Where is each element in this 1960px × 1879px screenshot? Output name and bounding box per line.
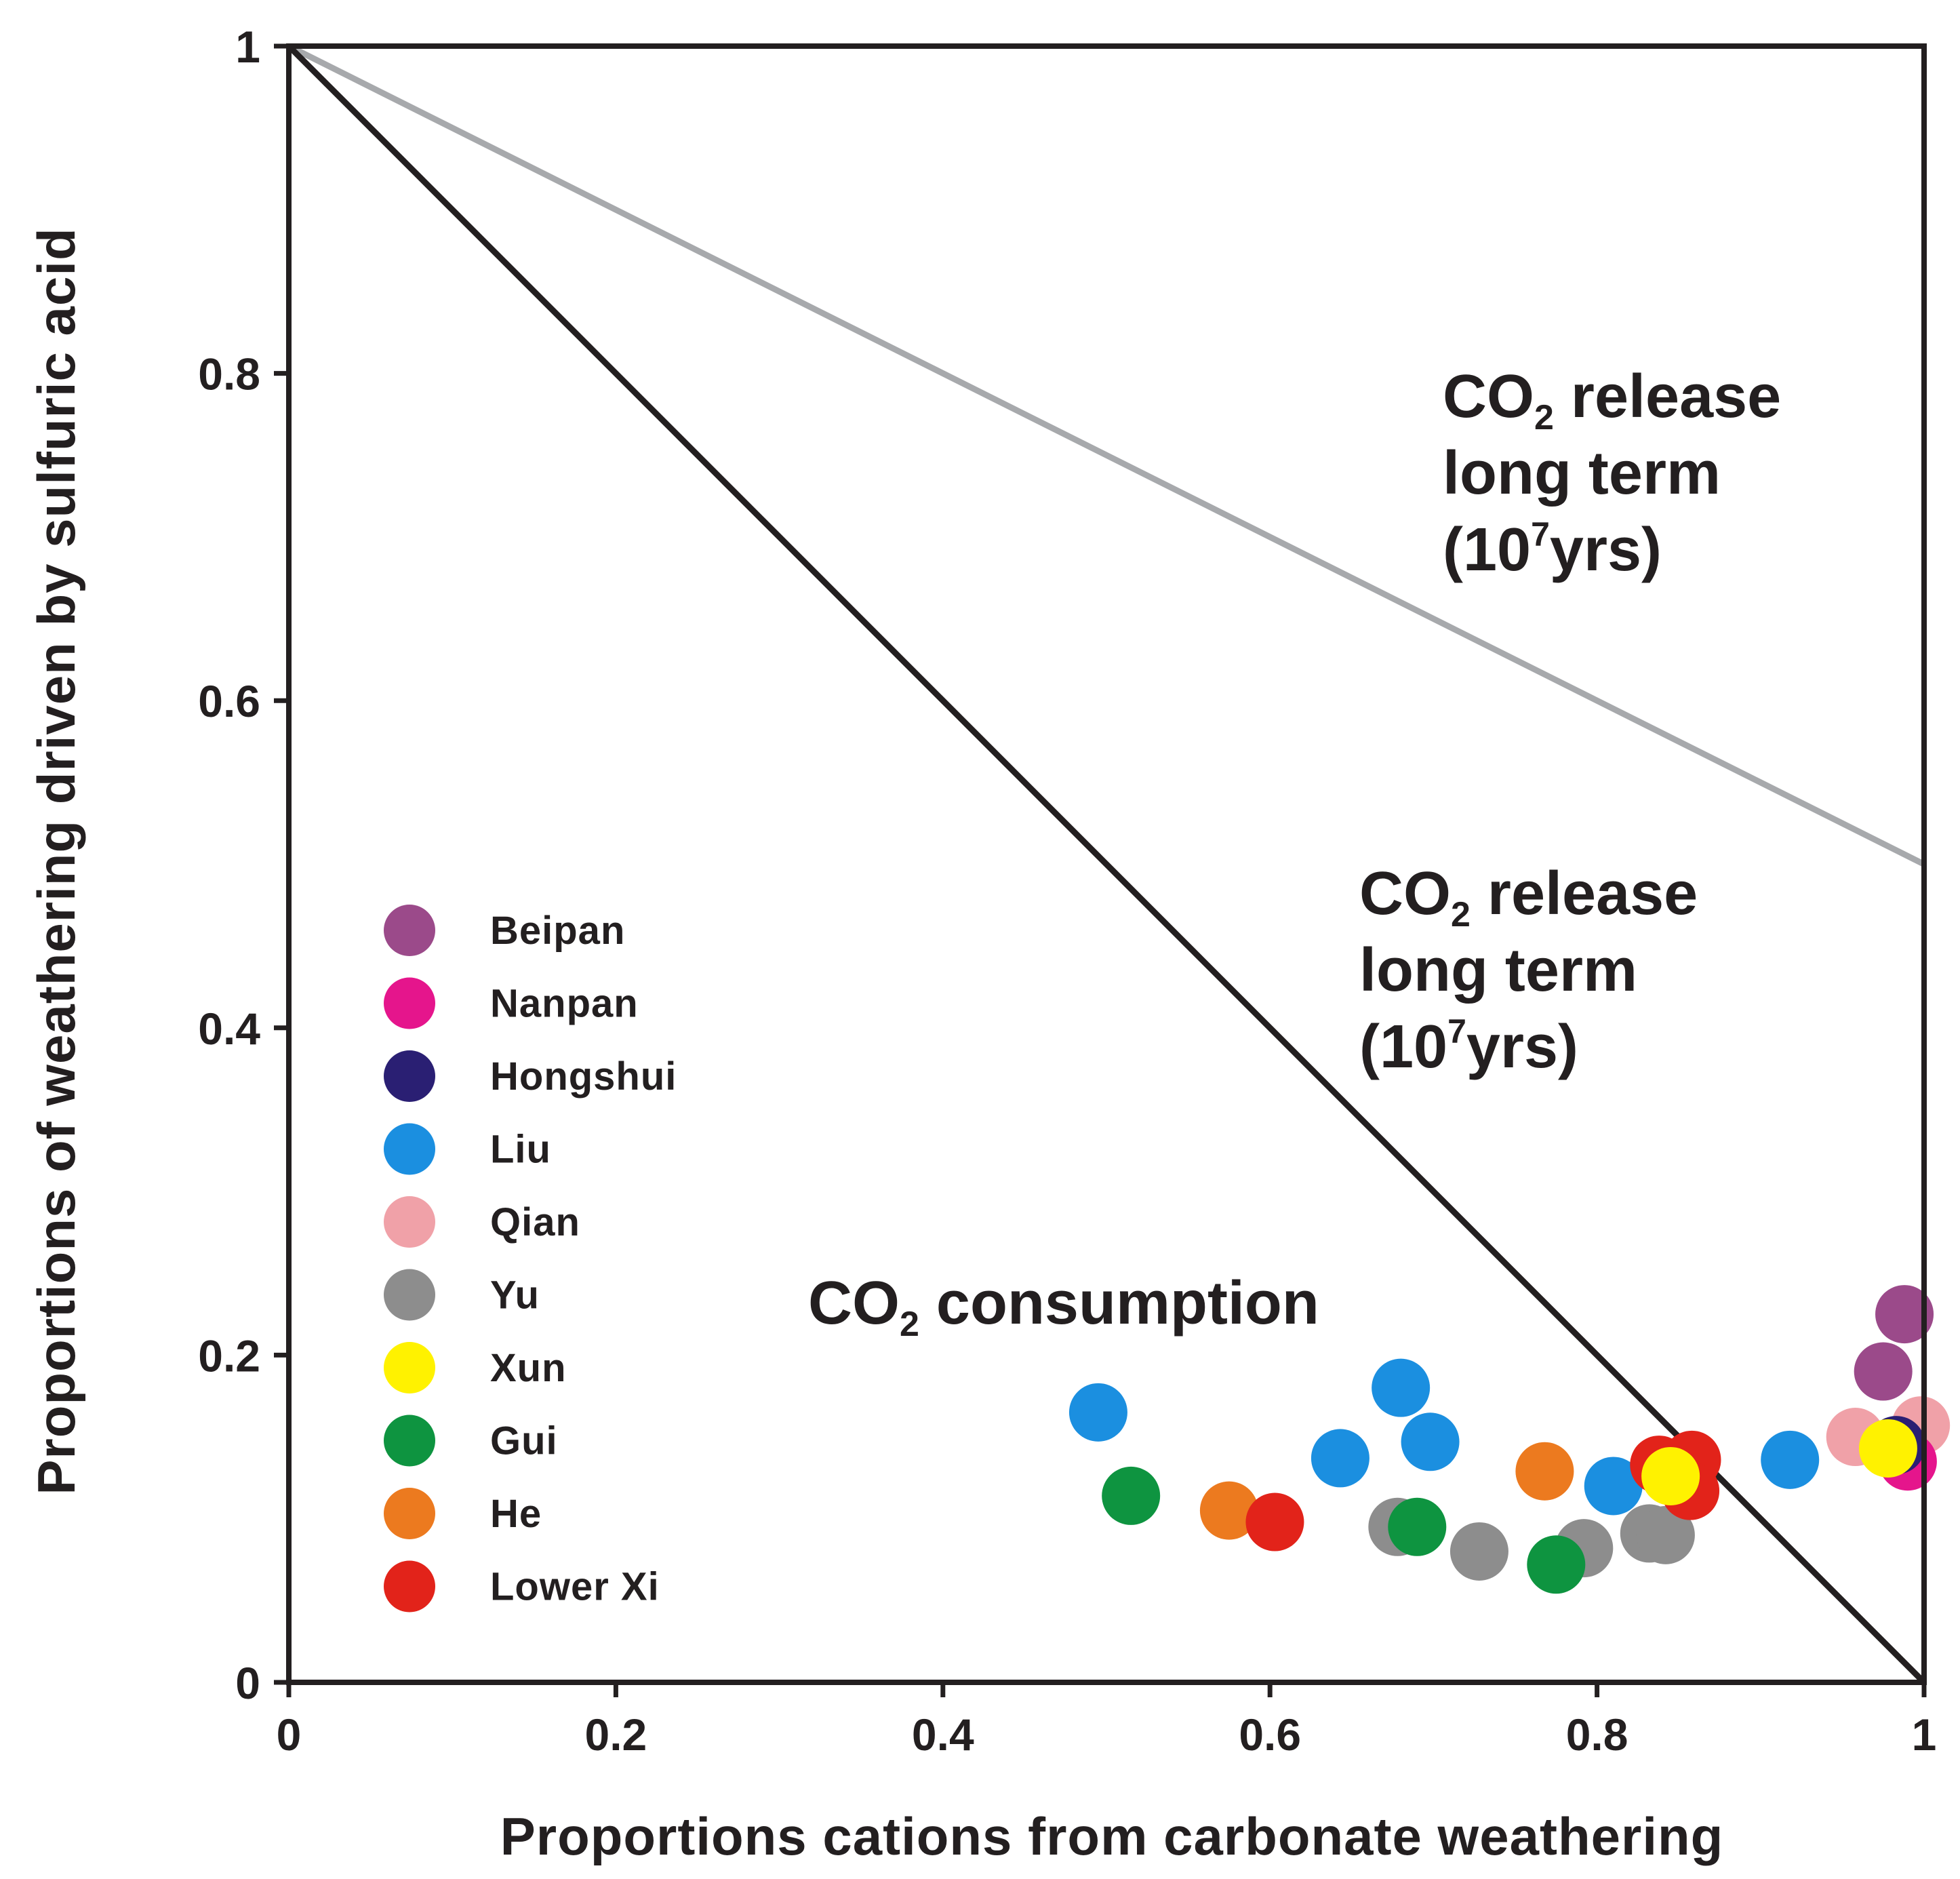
legend-label: Beipan [490,909,625,953]
legend-swatch [384,1196,435,1248]
legend-swatch [384,977,435,1029]
annotation-line: long term [1359,936,1637,1004]
legend-swatch [384,1415,435,1467]
point-liu [1761,1430,1820,1489]
annotation-line: (107yrs) [1443,515,1662,584]
y-tick-label: 0 [235,1658,260,1708]
point-yu [1449,1522,1508,1581]
point-yu [1636,1505,1695,1564]
x-tick-label: 0.8 [1566,1709,1628,1760]
legend-swatch [384,1342,435,1393]
point-liu [1584,1457,1643,1516]
point-xun [1641,1446,1700,1505]
point-he [1199,1481,1258,1540]
gray-line [287,43,1926,867]
point-lower-xi [1245,1492,1304,1551]
point-gui [1388,1497,1447,1556]
legend-label: Yu [490,1273,540,1318]
x-tick-label: 0.2 [585,1709,647,1760]
point-beipan [1875,1285,1934,1344]
data-points [1068,1285,1951,1594]
reference-lines [286,43,1927,1685]
y-tick-label: 0.8 [198,349,260,399]
point-liu [1068,1383,1127,1442]
point-liu [1401,1412,1460,1471]
annotation-line: CO2 release [1443,363,1781,437]
y-axis-title: Proportions of weathering driven by sulf… [26,227,86,1495]
y-tick-label: 0.4 [198,1004,260,1054]
y-tick-label: 0.6 [198,676,260,726]
point-xun [1858,1419,1917,1478]
point-liu [1372,1358,1431,1417]
point-he [1515,1442,1574,1501]
annotation-line: long term [1443,439,1721,507]
legend-label: Lower Xi [490,1565,660,1609]
legend-swatch [384,905,435,956]
legend-label: Hongshui [490,1054,677,1099]
point-gui [1102,1466,1161,1525]
legend-label: He [490,1492,542,1536]
legend-label: Qian [490,1200,580,1244]
point-liu [1311,1429,1369,1488]
legend-label: Gui [490,1419,558,1463]
x-tick-label: 0.4 [912,1709,974,1760]
annotation-lower: CO2 consumption [808,1269,1319,1344]
legend-label: Liu [490,1128,551,1172]
annotation-line: CO2 release [1359,860,1698,934]
axis-ticks: 00 0.2 0.2 0.4 0.4 0.6 0.6 0.8 0.8 1 1 [198,22,1936,1760]
x-axis-title: Proportions cations from carbonate weath… [500,1806,1724,1866]
legend-swatch [384,1050,435,1102]
point-beipan [1854,1342,1913,1401]
annotation-line: (107yrs) [1359,1012,1578,1081]
plot-frame [286,43,1927,1685]
x-tick-label: 1 [1912,1709,1937,1760]
legend-swatch [384,1488,435,1539]
x-tick-label: 0.6 [1239,1709,1301,1760]
point-gui [1527,1535,1586,1594]
y-tick-label: 1 [235,22,260,72]
y-tick-label: 0.2 [198,1330,260,1381]
legend-label: Xun [490,1346,567,1390]
legend: Beipan Nanpan Hongshui Liu Qian Yu Xun Gui He Low… [384,905,677,1613]
legend-swatch [384,1123,435,1175]
legend-swatch [384,1269,435,1321]
x-tick-label: 0 [277,1709,302,1760]
legend-label: Nanpan [490,982,639,1026]
black-line [286,43,1927,1685]
legend-swatch [384,1560,435,1613]
